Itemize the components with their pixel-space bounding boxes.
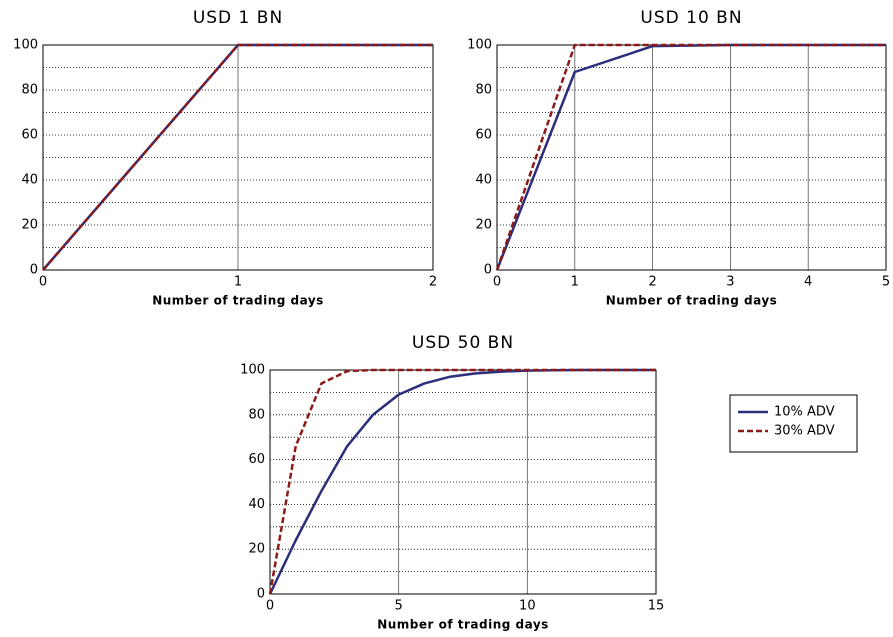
y-tick-label: 20 (248, 542, 265, 557)
x-tick-label: 3 (726, 275, 734, 290)
y-tick-label: 80 (475, 83, 492, 98)
y-tick-label: 100 (467, 38, 492, 53)
y-tick-label: 0 (257, 587, 265, 602)
x-tick-label: 4 (804, 275, 812, 290)
chart-title: USD 1 BN (193, 8, 283, 28)
y-tick-label: 100 (13, 38, 38, 53)
y-tick-label: 20 (21, 218, 38, 233)
y-tick-label: 40 (248, 497, 265, 512)
legend-label: 10% ADV (774, 405, 835, 420)
x-axis-label: Number of trading days (152, 294, 324, 308)
y-tick-label: 80 (248, 407, 265, 422)
y-tick-label: 40 (475, 173, 492, 188)
x-tick-label: 10 (519, 599, 536, 614)
legend-box (729, 394, 858, 453)
data-line (268, 368, 656, 595)
x-axis-label: Number of trading days (377, 618, 549, 632)
x-axis-label: Number of trading days (606, 294, 778, 308)
y-tick-label: 80 (21, 83, 38, 98)
y-tick-label: 0 (484, 263, 492, 278)
x-tick-label: 1 (571, 275, 579, 290)
y-tick-label: 20 (475, 218, 492, 233)
x-tick-label: 5 (395, 599, 403, 614)
legend-label: 30% ADV (774, 424, 835, 439)
data-line (42, 43, 433, 271)
chart-title: USD 10 BN (640, 8, 742, 28)
y-tick-label: 100 (240, 363, 265, 378)
y-tick-label: 0 (30, 263, 38, 278)
x-tick-label: 0 (493, 275, 501, 290)
x-tick-label: 15 (648, 599, 665, 614)
x-tick-label: 5 (882, 275, 890, 290)
x-tick-label: 2 (648, 275, 656, 290)
data-line (495, 43, 886, 271)
y-tick-label: 60 (248, 452, 265, 467)
y-tick-label: 60 (21, 128, 38, 143)
x-tick-label: 2 (429, 275, 437, 290)
x-tick-label: 0 (39, 275, 47, 290)
y-tick-label: 60 (475, 128, 492, 143)
x-tick-label: 1 (234, 275, 242, 290)
x-tick-label: 0 (266, 599, 274, 614)
y-tick-label: 40 (21, 173, 38, 188)
chart-title: USD 50 BN (412, 333, 514, 353)
